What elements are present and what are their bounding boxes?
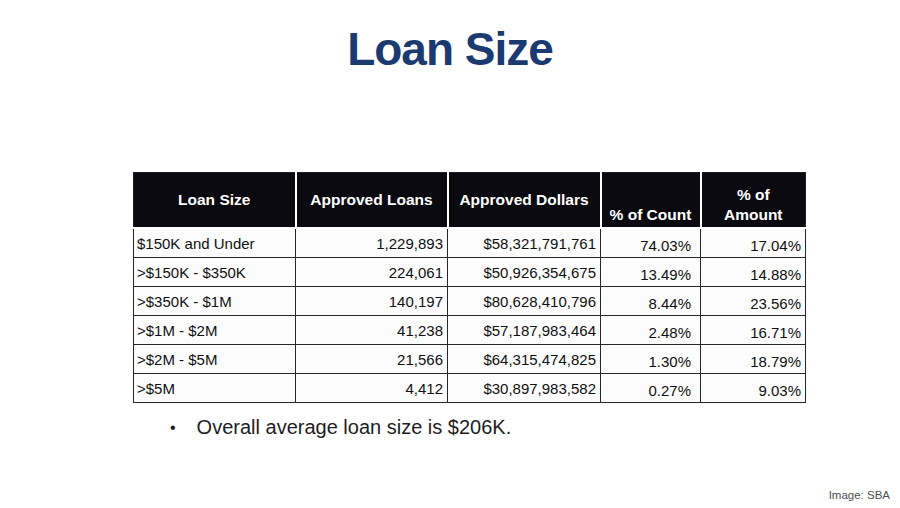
- cell-pct-count: 1.30%: [601, 345, 701, 374]
- cell-loan-size: >$2M - $5M: [134, 345, 296, 374]
- cell-pct-amount: 9.03%: [701, 374, 806, 403]
- cell-pct-amount: 23.56%: [701, 287, 806, 316]
- cell-pct-count: 0.27%: [601, 374, 701, 403]
- table-row: >$1M - $2M41,238$57,187,983,4642.48%16.7…: [134, 316, 806, 345]
- cell-approved-dollars: $80,628,410,796: [448, 287, 601, 316]
- table-row: >$2M - $5M21,566$64,315,474,8251.30%18.7…: [134, 345, 806, 374]
- col-header-approved-loans: Approved Loans: [296, 173, 448, 229]
- cell-approved-loans: 41,238: [296, 316, 448, 345]
- cell-loan-size: >$1M - $2M: [134, 316, 296, 345]
- cell-loan-size: >$5M: [134, 374, 296, 403]
- table-row: >$350K - $1M140,197$80,628,410,7968.44%2…: [134, 287, 806, 316]
- image-credit: Image: SBA: [829, 489, 890, 501]
- table-row: >$150K - $350K224,061$50,926,354,67513.4…: [134, 258, 806, 287]
- cell-approved-loans: 140,197: [296, 287, 448, 316]
- cell-approved-dollars: $64,315,474,825: [448, 345, 601, 374]
- cell-loan-size: >$350K - $1M: [134, 287, 296, 316]
- bullet-icon: •: [170, 419, 176, 437]
- cell-approved-loans: 1,229,893: [296, 228, 448, 258]
- cell-pct-count: 2.48%: [601, 316, 701, 345]
- cell-pct-amount: 16.71%: [701, 316, 806, 345]
- cell-pct-count: 8.44%: [601, 287, 701, 316]
- cell-pct-amount: 17.04%: [701, 228, 806, 258]
- slide: Loan Size Loan Size Approved Loans Appro…: [0, 0, 900, 508]
- cell-approved-dollars: $30,897,983,582: [448, 374, 601, 403]
- cell-pct-count: 13.49%: [601, 258, 701, 287]
- cell-approved-loans: 4,412: [296, 374, 448, 403]
- cell-pct-count: 74.03%: [601, 228, 701, 258]
- table-row: >$5M4,412$30,897,983,5820.27%9.03%: [134, 374, 806, 403]
- cell-pct-amount: 18.79%: [701, 345, 806, 374]
- page-title: Loan Size: [0, 22, 900, 76]
- loan-size-table: Loan Size Approved Loans Approved Dollar…: [133, 172, 806, 403]
- table-header-row: Loan Size Approved Loans Approved Dollar…: [134, 173, 806, 229]
- cell-approved-dollars: $50,926,354,675: [448, 258, 601, 287]
- col-header-approved-dollars: Approved Dollars: [448, 173, 601, 229]
- bullet-text: Overall average loan size is $206K.: [197, 416, 512, 439]
- cell-pct-amount: 14.88%: [701, 258, 806, 287]
- cell-loan-size: $150K and Under: [134, 228, 296, 258]
- table-row: $150K and Under1,229,893$58,321,791,7617…: [134, 228, 806, 258]
- cell-approved-loans: 224,061: [296, 258, 448, 287]
- col-header-pct-amount: % of Amount: [701, 173, 806, 229]
- col-header-loan-size: Loan Size: [134, 173, 296, 229]
- cell-approved-dollars: $57,187,983,464: [448, 316, 601, 345]
- table-body: $150K and Under1,229,893$58,321,791,7617…: [134, 228, 806, 403]
- cell-loan-size: >$150K - $350K: [134, 258, 296, 287]
- bullet-item: • Overall average loan size is $206K.: [170, 416, 511, 439]
- cell-approved-dollars: $58,321,791,761: [448, 228, 601, 258]
- col-header-pct-count: % of Count: [601, 173, 701, 229]
- cell-approved-loans: 21,566: [296, 345, 448, 374]
